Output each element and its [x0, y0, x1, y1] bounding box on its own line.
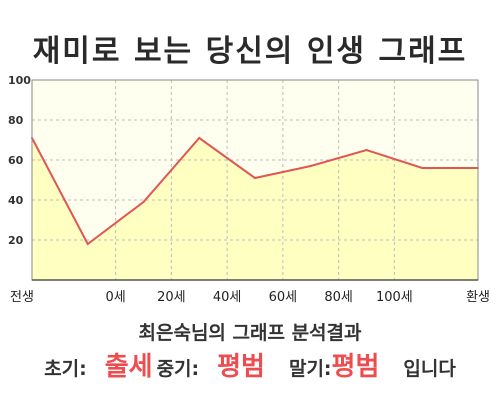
life-graph-chart: 20 40 60 80 100 전생 0세 20세 40세 60세 80세 100세 환생 [8, 74, 490, 305]
late-value: 평범 [331, 352, 380, 382]
result-suffix: 입니다 [403, 358, 456, 380]
x-tick-label: 40세 [213, 290, 242, 305]
series-area [32, 138, 478, 280]
x-tick-label: 100세 [376, 290, 413, 305]
mid-value: 평범 [217, 352, 265, 382]
y-tick-label: 20 [8, 234, 24, 247]
x-tick-label: 80세 [324, 290, 353, 305]
data-point [421, 167, 424, 169]
result-subtitle: 최은숙님의 그래프 분석결과 [138, 322, 362, 344]
x-tick-label: 환생 [466, 290, 490, 305]
y-tick-label: 100 [8, 74, 31, 87]
y-tick-label: 40 [8, 194, 24, 207]
late-label: 말기: [288, 358, 332, 380]
x-tick-label: 전생 [10, 290, 34, 305]
x-tick-label: 60세 [269, 290, 298, 305]
result-summary: 초기: 출세 중기: 평범 말기: 평범 입니다 [0, 346, 500, 383]
x-tick-label: 0세 [106, 290, 126, 305]
early-label: 초기: [44, 358, 87, 380]
data-point [254, 177, 256, 179]
y-tick-label: 80 [8, 114, 24, 127]
data-point [86, 243, 89, 245]
data-point [309, 165, 312, 167]
x-tick-label: 20세 [157, 290, 186, 305]
chart-title: 재미로 보는 당신의 인생 그래프 [32, 34, 468, 69]
data-point [365, 149, 368, 151]
mid-label: 중기: [156, 358, 200, 380]
early-value: 출세 [104, 352, 153, 382]
y-tick-label: 60 [8, 154, 24, 167]
data-point [198, 137, 201, 139]
data-point [142, 201, 145, 203]
